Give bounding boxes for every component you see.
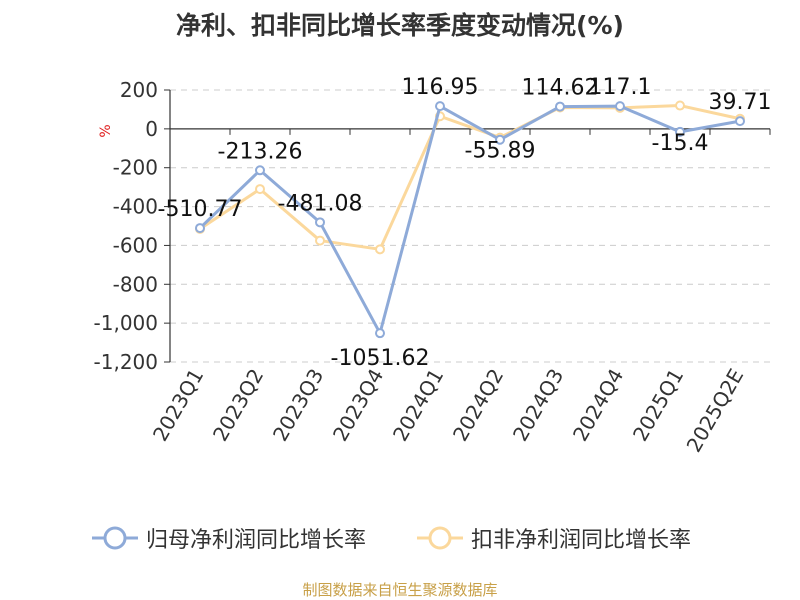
data-point bbox=[255, 165, 265, 176]
series-line bbox=[199, 104, 741, 251]
data-point bbox=[315, 217, 325, 228]
data-point bbox=[675, 100, 685, 111]
data-point bbox=[555, 101, 565, 112]
data-point bbox=[735, 116, 745, 127]
data-label: -213.26 bbox=[218, 139, 303, 164]
y-tick-label: -800 bbox=[113, 272, 158, 296]
x-tick-label: 2024Q1 bbox=[388, 365, 448, 446]
series-lines bbox=[195, 100, 745, 339]
data-label: -15.4 bbox=[652, 131, 709, 156]
data-point bbox=[315, 235, 325, 246]
x-tick-labels: 2023Q1 2023Q2 2023Q3 2023Q4 2024Q1 2024Q2 2024… bbox=[148, 365, 748, 457]
x-tick-label: 2023Q2 bbox=[208, 365, 268, 446]
data-label: -481.08 bbox=[278, 191, 363, 216]
source-note: 制图数据来自恒生聚源数据库 bbox=[302, 581, 498, 599]
y-tick-label: 200 bbox=[120, 78, 158, 102]
data-labels: -510.77 -213.26 -481.08 -1051.62 116.95 -55.8… bbox=[158, 75, 772, 371]
y-tick-label: -400 bbox=[113, 195, 158, 219]
x-tick-label: 2023Q1 bbox=[148, 365, 208, 446]
x-tick-label: 2024Q2 bbox=[448, 365, 508, 446]
x-tick-label: 2025Q1 bbox=[628, 365, 688, 446]
y-tick-label: -600 bbox=[113, 233, 158, 257]
y-tick-labels: 200 0 -200 -400 -600 -800 -1,000 -1,200 bbox=[94, 78, 158, 374]
legend: 归母净利润同比增长率 扣非净利润同比增长率 bbox=[0, 520, 800, 556]
data-point bbox=[495, 134, 505, 145]
x-tick-label: 2024Q4 bbox=[568, 365, 628, 446]
legend-label-series-1: 归母净利润同比增长率 bbox=[146, 528, 367, 553]
data-label: -1051.62 bbox=[331, 346, 430, 371]
chart-title: 净利、扣非同比增长率季度变动情况(%) bbox=[176, 11, 624, 40]
y-tick-label: -200 bbox=[113, 156, 158, 180]
data-point bbox=[435, 101, 445, 112]
legend-item-series-2[interactable]: 扣非净利润同比增长率 bbox=[415, 520, 691, 556]
y-tick-label: -1,000 bbox=[94, 311, 158, 335]
x-tick-label: 2023Q4 bbox=[328, 365, 388, 446]
legend-label-series-2: 扣非净利润同比增长率 bbox=[471, 528, 692, 553]
x-tick-label: 2024Q3 bbox=[508, 365, 568, 446]
legend-line-marker-icon bbox=[92, 526, 138, 550]
x-tick-label: 2023Q3 bbox=[268, 365, 328, 446]
data-label: 116.95 bbox=[402, 75, 479, 100]
series-line bbox=[198, 104, 741, 335]
data-label: 117.1 bbox=[589, 75, 652, 100]
legend-item-series-1[interactable]: 归母净利润同比增长率 bbox=[90, 520, 366, 556]
data-point bbox=[615, 101, 625, 112]
data-point bbox=[375, 328, 385, 339]
data-point bbox=[375, 244, 385, 255]
y-tick-label: 0 bbox=[145, 117, 158, 141]
gridlines bbox=[170, 89, 770, 363]
y-axis-unit-label: % bbox=[98, 124, 114, 137]
x-tick-label: 2025Q2E bbox=[682, 365, 749, 457]
data-label: 114.62 bbox=[522, 76, 599, 101]
legend-line-marker-icon bbox=[417, 526, 463, 550]
data-point bbox=[255, 184, 265, 195]
data-label: -55.89 bbox=[465, 139, 536, 164]
y-tick-label: -1,200 bbox=[94, 350, 158, 374]
data-label: -510.77 bbox=[158, 197, 243, 222]
data-point bbox=[195, 223, 205, 234]
data-point bbox=[675, 126, 685, 137]
data-label: 39.71 bbox=[709, 90, 772, 115]
